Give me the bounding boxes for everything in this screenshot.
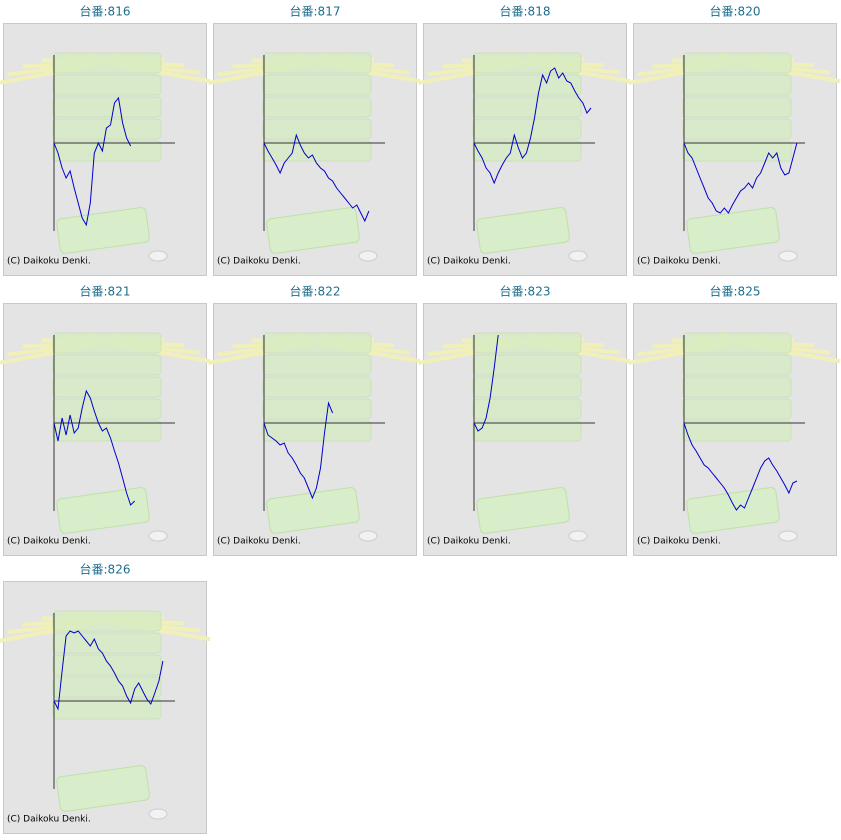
deco-coin (778, 250, 798, 262)
chart-panel: 台番:816 (C) Daikoku Denki. (0, 4, 211, 276)
deco-block (472, 96, 582, 118)
footnote: (C) Daikoku Denki. (637, 537, 721, 547)
deco-block (262, 332, 372, 354)
deco-block (472, 52, 582, 74)
footnote: (C) Daikoku Denki. (7, 815, 91, 825)
deco-tray (686, 207, 780, 254)
data-line (263, 401, 334, 500)
deco-block (682, 140, 792, 162)
deco-block (52, 354, 162, 376)
footnote: (C) Daikoku Denki. (217, 257, 301, 267)
deco-block (52, 52, 162, 74)
deco-block (682, 96, 792, 118)
deco-coin (358, 530, 378, 542)
deco-tray (56, 487, 150, 534)
deco-block (52, 676, 162, 698)
chart-panel: 台番:817 (C) Daikoku Denki. (208, 4, 421, 276)
deco-tray (476, 207, 570, 254)
data-line (473, 67, 592, 185)
deco-coin (778, 530, 798, 542)
deco-block (52, 140, 162, 162)
chart-panel: 台番:818 (C) Daikoku Denki. (418, 4, 631, 276)
deco-block (682, 52, 792, 74)
chart-title: 台番:821 (80, 284, 131, 299)
chart-title: 台番:826 (80, 562, 131, 577)
deco-block (262, 354, 372, 376)
deco-block (52, 698, 162, 720)
chart-panel: 台番:826 (C) Daikoku Denki. (0, 562, 211, 834)
deco-tray (266, 207, 360, 254)
deco-block (262, 376, 372, 398)
deco-coin (568, 250, 588, 262)
chart-title: 台番:816 (80, 4, 131, 19)
footnote: (C) Daikoku Denki. (217, 537, 301, 547)
chart-panel: 台番:822 (C) Daikoku Denki. (208, 284, 421, 556)
footnote: (C) Daikoku Denki. (637, 257, 721, 267)
deco-block (52, 118, 162, 140)
deco-block (52, 332, 162, 354)
chart-title: 台番:825 (710, 284, 761, 299)
deco-coin (148, 250, 168, 262)
deco-tray (56, 765, 150, 812)
footnote: (C) Daikoku Denki. (427, 537, 511, 547)
deco-coin (568, 530, 588, 542)
deco-block (52, 376, 162, 398)
deco-block (472, 376, 582, 398)
chart-panel: 台番:825 (C) Daikoku Denki. (628, 284, 841, 556)
deco-block (682, 398, 792, 420)
deco-block (472, 420, 582, 442)
deco-block (682, 420, 792, 442)
deco-block (262, 74, 372, 96)
deco-coin (148, 530, 168, 542)
chart-title: 台番:820 (710, 4, 761, 19)
chart-title: 台番:823 (500, 284, 551, 299)
deco-block (52, 654, 162, 676)
deco-block (682, 376, 792, 398)
footnote: (C) Daikoku Denki. (7, 537, 91, 547)
deco-coin (358, 250, 378, 262)
deco-block (262, 398, 372, 420)
deco-tray (686, 487, 780, 534)
footnote: (C) Daikoku Denki. (427, 257, 511, 267)
deco-block (472, 354, 582, 376)
deco-block (682, 74, 792, 96)
data-line (683, 422, 798, 511)
deco-block (472, 332, 582, 354)
deco-block (52, 632, 162, 654)
chart-panel: 台番:821 (C) Daikoku Denki. (0, 284, 211, 556)
deco-block (52, 74, 162, 96)
footnote: (C) Daikoku Denki. (7, 257, 91, 267)
deco-block (682, 118, 792, 140)
deco-block (52, 420, 162, 442)
deco-block (262, 52, 372, 74)
chart-title: 台番:818 (500, 4, 551, 19)
deco-block (52, 610, 162, 632)
deco-block (262, 420, 372, 442)
deco-block (472, 398, 582, 420)
chart-panel: 台番:820 (C) Daikoku Denki. (628, 4, 841, 276)
data-line (473, 334, 499, 432)
chart-title: 台番:817 (290, 4, 341, 19)
data-line (263, 133, 370, 223)
deco-block (262, 118, 372, 140)
chart-title: 台番:822 (290, 284, 341, 299)
deco-block (52, 96, 162, 118)
data-line (683, 142, 798, 214)
chart-panel: 台番:823 (C) Daikoku Denki. (418, 284, 631, 556)
deco-tray (476, 487, 570, 534)
data-line (53, 96, 132, 227)
deco-block (682, 354, 792, 376)
data-line (53, 389, 136, 506)
deco-block (682, 332, 792, 354)
deco-block (262, 140, 372, 162)
deco-block (52, 398, 162, 420)
deco-block (472, 118, 582, 140)
data-line (53, 630, 164, 711)
deco-coin (148, 808, 168, 820)
deco-block (472, 74, 582, 96)
deco-tray (56, 207, 150, 254)
deco-block (262, 96, 372, 118)
